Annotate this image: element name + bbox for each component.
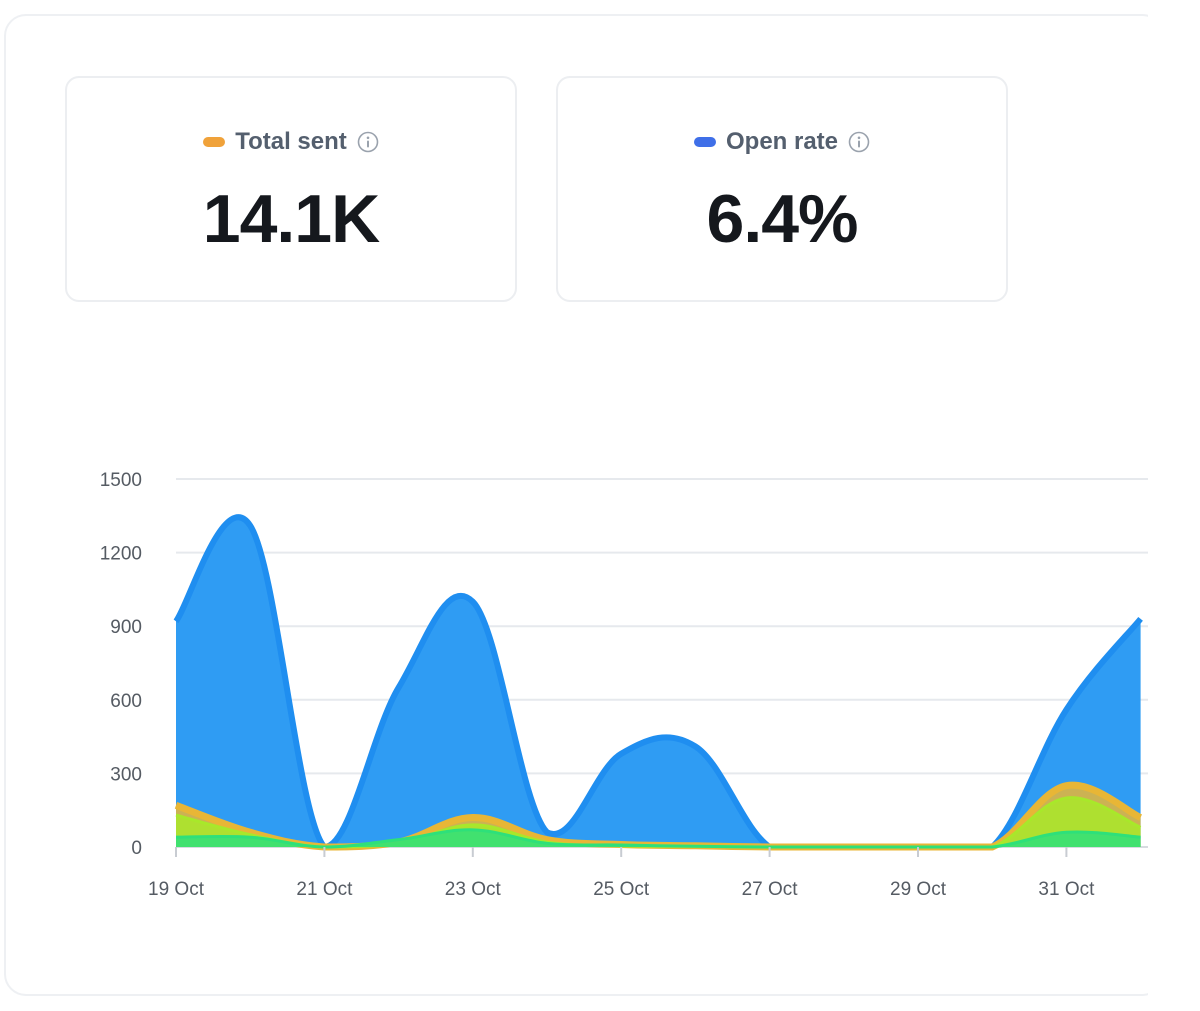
clip-edge — [1148, 0, 1200, 1011]
total-sent-swatch — [203, 137, 226, 147]
kpi-label-row: Open rate — [558, 128, 1006, 156]
x-tick-label: 25 Oct — [593, 879, 650, 900]
open-rate-label: Open rate — [725, 128, 839, 155]
y-tick-label: 300 — [110, 764, 142, 785]
y-tick-label: 1200 — [100, 544, 142, 565]
series-area-4 — [176, 829, 1141, 847]
series-line-4 — [175, 828, 1141, 849]
y-tick-label: 600 — [110, 691, 142, 712]
y-tick-label: 1500 — [100, 470, 142, 491]
kpi-label-row: Total sent — [67, 128, 515, 156]
x-tick-label: 27 Oct — [742, 879, 799, 900]
x-tick-label: 23 Oct — [445, 879, 502, 900]
kpi-card-open-rate: Open rate 6.4% — [556, 76, 1008, 302]
kpi-card-total-sent: Total sent 14.1K — [65, 76, 517, 302]
y-tick-label: 0 — [131, 838, 142, 859]
info-icon[interactable] — [357, 131, 379, 153]
info-icon[interactable] — [848, 131, 870, 153]
y-tick-label: 900 — [110, 617, 142, 638]
total-sent-value: 14.1K — [202, 181, 380, 257]
chart-areas — [173, 514, 1143, 851]
open-rate-value: 6.4% — [706, 181, 859, 257]
series-area-1 — [176, 517, 1141, 847]
chart-axes: 0 300 600 900 1200 1500 19 Oct 21 Oct 23 Oct 25 O… — [100, 470, 1095, 900]
open-rate-swatch — [693, 137, 716, 147]
x-tick-label: 19 Oct — [148, 879, 205, 900]
x-tick-label: 21 Oct — [296, 879, 353, 900]
x-tick-label: 29 Oct — [890, 879, 947, 900]
total-sent-label: Total sent — [235, 128, 347, 155]
x-tick-label: 31 Oct — [1038, 879, 1095, 900]
